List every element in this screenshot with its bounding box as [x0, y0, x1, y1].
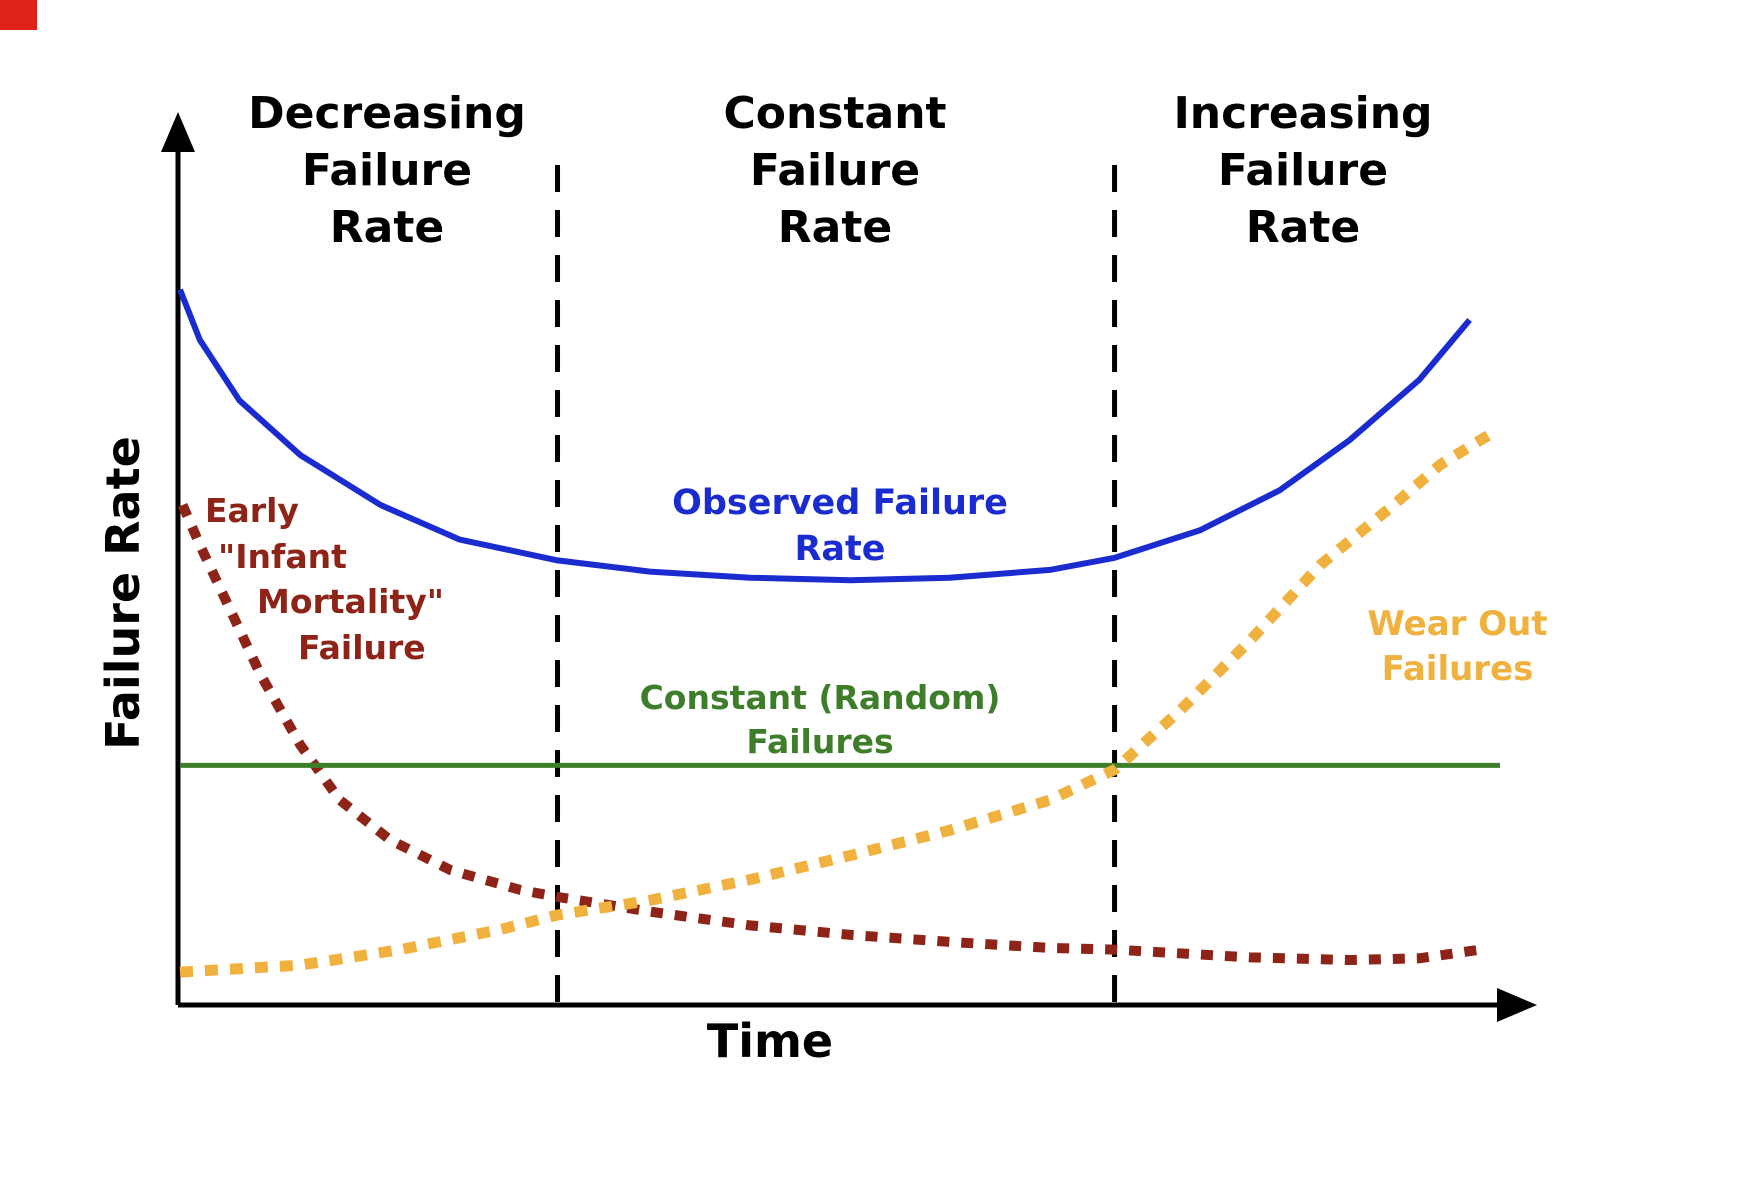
early-label-line-1: Early	[205, 491, 299, 530]
constant-random-failures-label: Constant (Random) Failures	[639, 678, 1001, 761]
early-label-line-2: "Infant	[218, 536, 347, 576]
y-axis-arrowhead	[161, 112, 195, 152]
observed-failure-rate-curve	[177, 288, 1472, 584]
x-axis-arrowhead	[1497, 988, 1537, 1022]
early-label-line-4: Failure	[298, 627, 426, 667]
wear-out-failures-curve	[179, 425, 1501, 978]
region-label-increasing-failure-rate: Increasing Failure Rate	[1173, 88, 1433, 254]
early-infant-mortality-label: Early "Infant Mortality" Failure	[205, 488, 444, 670]
wear-out-failures-label: Wear Out Failures	[1367, 604, 1548, 689]
y-axis-label: Failure Rate	[96, 436, 150, 750]
x-axis-label: Time	[706, 1014, 834, 1068]
early-label-line-3: Mortality"	[257, 582, 444, 622]
region-label-constant-failure-rate: Constant Failure Rate	[723, 88, 947, 254]
red-corner-marker	[0, 0, 37, 30]
region-label-decreasing-failure-rate: Decreasing Failure Rate	[248, 88, 526, 254]
observed-failure-rate-label: Observed Failure Rate	[672, 483, 1008, 570]
